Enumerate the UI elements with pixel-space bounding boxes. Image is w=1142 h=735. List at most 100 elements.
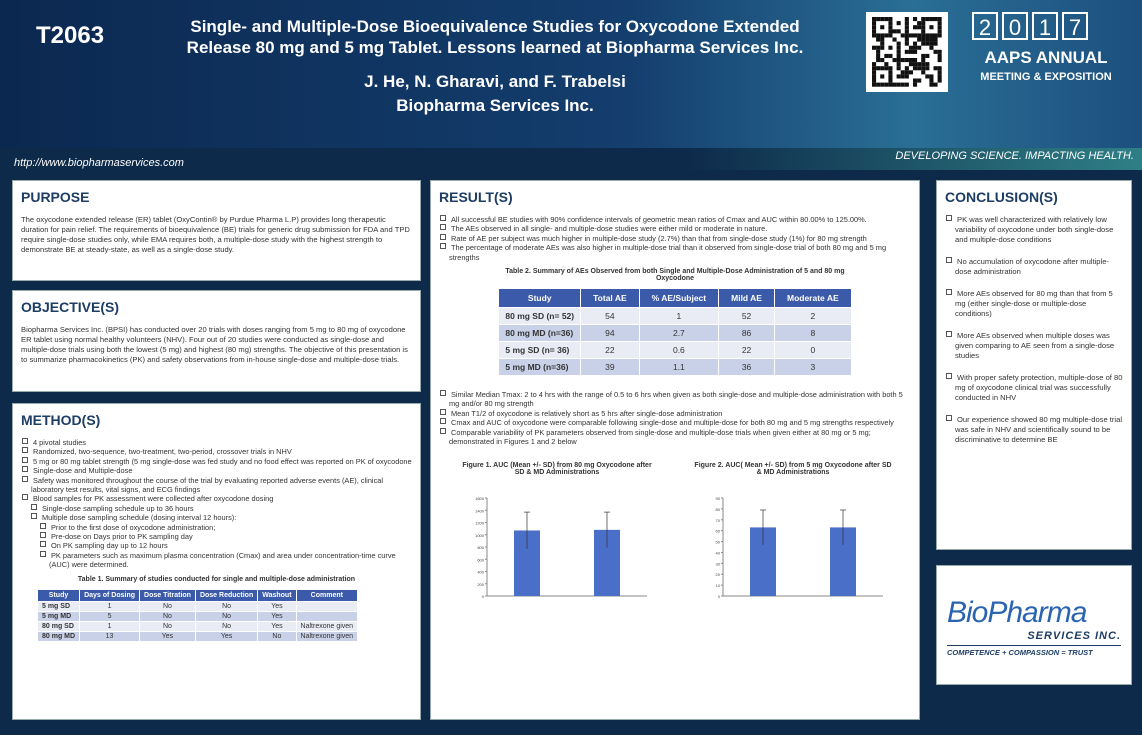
- qr-cell: [888, 45, 893, 50]
- cell: 5 mg SD (n= 36): [498, 341, 582, 360]
- header-cell: Washout: [257, 588, 297, 602]
- conference-name: AAPS ANNUAL: [984, 48, 1108, 67]
- bullet: Pre-dose on Days prior to PK sampling da…: [49, 532, 412, 541]
- bullet: PK was well characterized with relativel…: [955, 215, 1123, 245]
- cell: 5 mg MD (n=36): [498, 358, 582, 377]
- bullet: More AEs observed when multiple doses wa…: [955, 331, 1123, 361]
- title: Single- and Multiple-Dose Bioequivalence…: [130, 16, 860, 58]
- qr-cell: [872, 62, 877, 67]
- heading: CONCLUSION(S): [945, 189, 1058, 205]
- qr-cell: [908, 45, 913, 50]
- cell: 8: [773, 324, 852, 343]
- qr-cell: [921, 37, 926, 42]
- qr-cell: [921, 33, 926, 38]
- qr-cell: [904, 82, 909, 87]
- cell: 1: [79, 620, 141, 632]
- y-tick-label: 10: [716, 584, 721, 589]
- qr-cell: [872, 82, 877, 87]
- qr-cell: [937, 58, 942, 63]
- text: The oxycodone extended release (ER) tabl…: [21, 215, 410, 254]
- cell: [295, 610, 359, 622]
- qr-cell: [921, 66, 926, 71]
- qr-cell: [884, 53, 889, 58]
- qr-cell: [929, 25, 934, 30]
- qr-cell: [929, 45, 934, 50]
- cell: No: [194, 620, 259, 632]
- cell: Yes: [257, 600, 297, 612]
- cell: 36: [718, 358, 775, 377]
- qr-cell: [913, 62, 918, 67]
- qr-cell: [925, 53, 930, 58]
- qr-cell: [888, 29, 893, 34]
- qr-cell: [884, 66, 889, 71]
- conference-sub: MEETING & EXPOSITION: [980, 71, 1112, 83]
- qr-cell: [880, 45, 885, 50]
- qr-cell: [933, 17, 938, 22]
- cell: 2: [773, 307, 852, 326]
- heading: OBJECTIVE(S): [21, 299, 120, 315]
- row: 80 mg MD (n=36) 94 2.7 86 8: [498, 324, 852, 343]
- qr-cell: [896, 21, 901, 26]
- cell: 52: [718, 307, 775, 326]
- y-tick-label: 30: [716, 562, 721, 567]
- qr-cell: [904, 41, 909, 46]
- qr-cell: [925, 62, 930, 67]
- bullet: Single-dose sampling schedule up to 36 h…: [40, 504, 412, 513]
- qr-cell: [929, 78, 934, 83]
- bullet: The percentage of moderate AEs was also …: [449, 243, 911, 262]
- cell: 13: [79, 630, 141, 642]
- bullet-text: Multiple dose sampling schedule (dosing …: [42, 513, 237, 523]
- bullet: Comparable variability of PK parameters …: [449, 428, 911, 447]
- bullet: Mean T1/2 of oxycodone is relatively sho…: [449, 409, 911, 418]
- url[interactable]: http://www.biopharmaservices.com: [14, 157, 184, 169]
- qr-cell: [908, 70, 913, 75]
- qr-cell: [937, 17, 942, 22]
- row: 80 mg SD (n= 52) 54 1 52 2: [498, 307, 852, 326]
- bullet: PK parameters such as maximum plasma con…: [49, 551, 412, 570]
- qr-cell: [937, 66, 942, 71]
- cell: No: [139, 620, 196, 632]
- row: 5 mg SD (n= 36) 22 0.6 22 0: [498, 341, 852, 360]
- row: 5 mg SD 1 No No Yes: [36, 600, 359, 612]
- cell: 2.7: [638, 324, 720, 343]
- y-tick-label: 200: [477, 582, 484, 587]
- bullet: 5 mg or 80 mg tablet strength (5 mg sing…: [33, 456, 412, 466]
- results-panel: RESULT(S) All successful BE studies with …: [430, 180, 920, 720]
- cell: 1.1: [638, 358, 720, 377]
- poster-id: T2063: [36, 22, 105, 49]
- qr-cell: [880, 33, 885, 38]
- bullet: All successful BE studies with 90% confi…: [449, 215, 911, 224]
- qr-cell: [921, 70, 926, 75]
- qr-cell: [917, 21, 922, 26]
- qr-cell: [872, 66, 877, 71]
- qr-cell: [900, 74, 905, 79]
- qr-cell: [921, 53, 926, 58]
- qr-cell: [913, 33, 918, 38]
- qr-cell: [888, 17, 893, 22]
- y-tick-label: 400: [477, 570, 484, 575]
- qr-cell: [888, 74, 893, 79]
- qr-cell: [917, 33, 922, 38]
- bullet: With proper safety protection, multiple-…: [955, 373, 1123, 402]
- cell: Yes: [139, 630, 196, 642]
- y-tick-label: 50: [716, 540, 721, 545]
- bullet: The AEs observed in all single- and mult…: [449, 224, 911, 233]
- qr-cell: [896, 29, 901, 34]
- header-cell: Dose Reduction: [194, 588, 259, 602]
- qr-cell: [929, 74, 934, 79]
- qr-cell: [925, 74, 930, 79]
- qr-cell: [900, 82, 905, 87]
- cell: Yes: [194, 630, 259, 642]
- bullet: On PK sampling day up to 12 hours: [49, 541, 412, 550]
- qr-cell: [896, 58, 901, 63]
- y-tick-label: 0: [718, 594, 721, 599]
- qr-cell: [872, 33, 877, 38]
- qr-cell: [884, 17, 889, 22]
- cell: 39: [580, 358, 640, 377]
- qr-cell: [917, 78, 922, 83]
- table: Study Total AE% AE/Subject Mild AE Moderate…: [498, 288, 852, 377]
- qr-cell: [929, 33, 934, 38]
- y-tick-label: 80: [716, 507, 721, 512]
